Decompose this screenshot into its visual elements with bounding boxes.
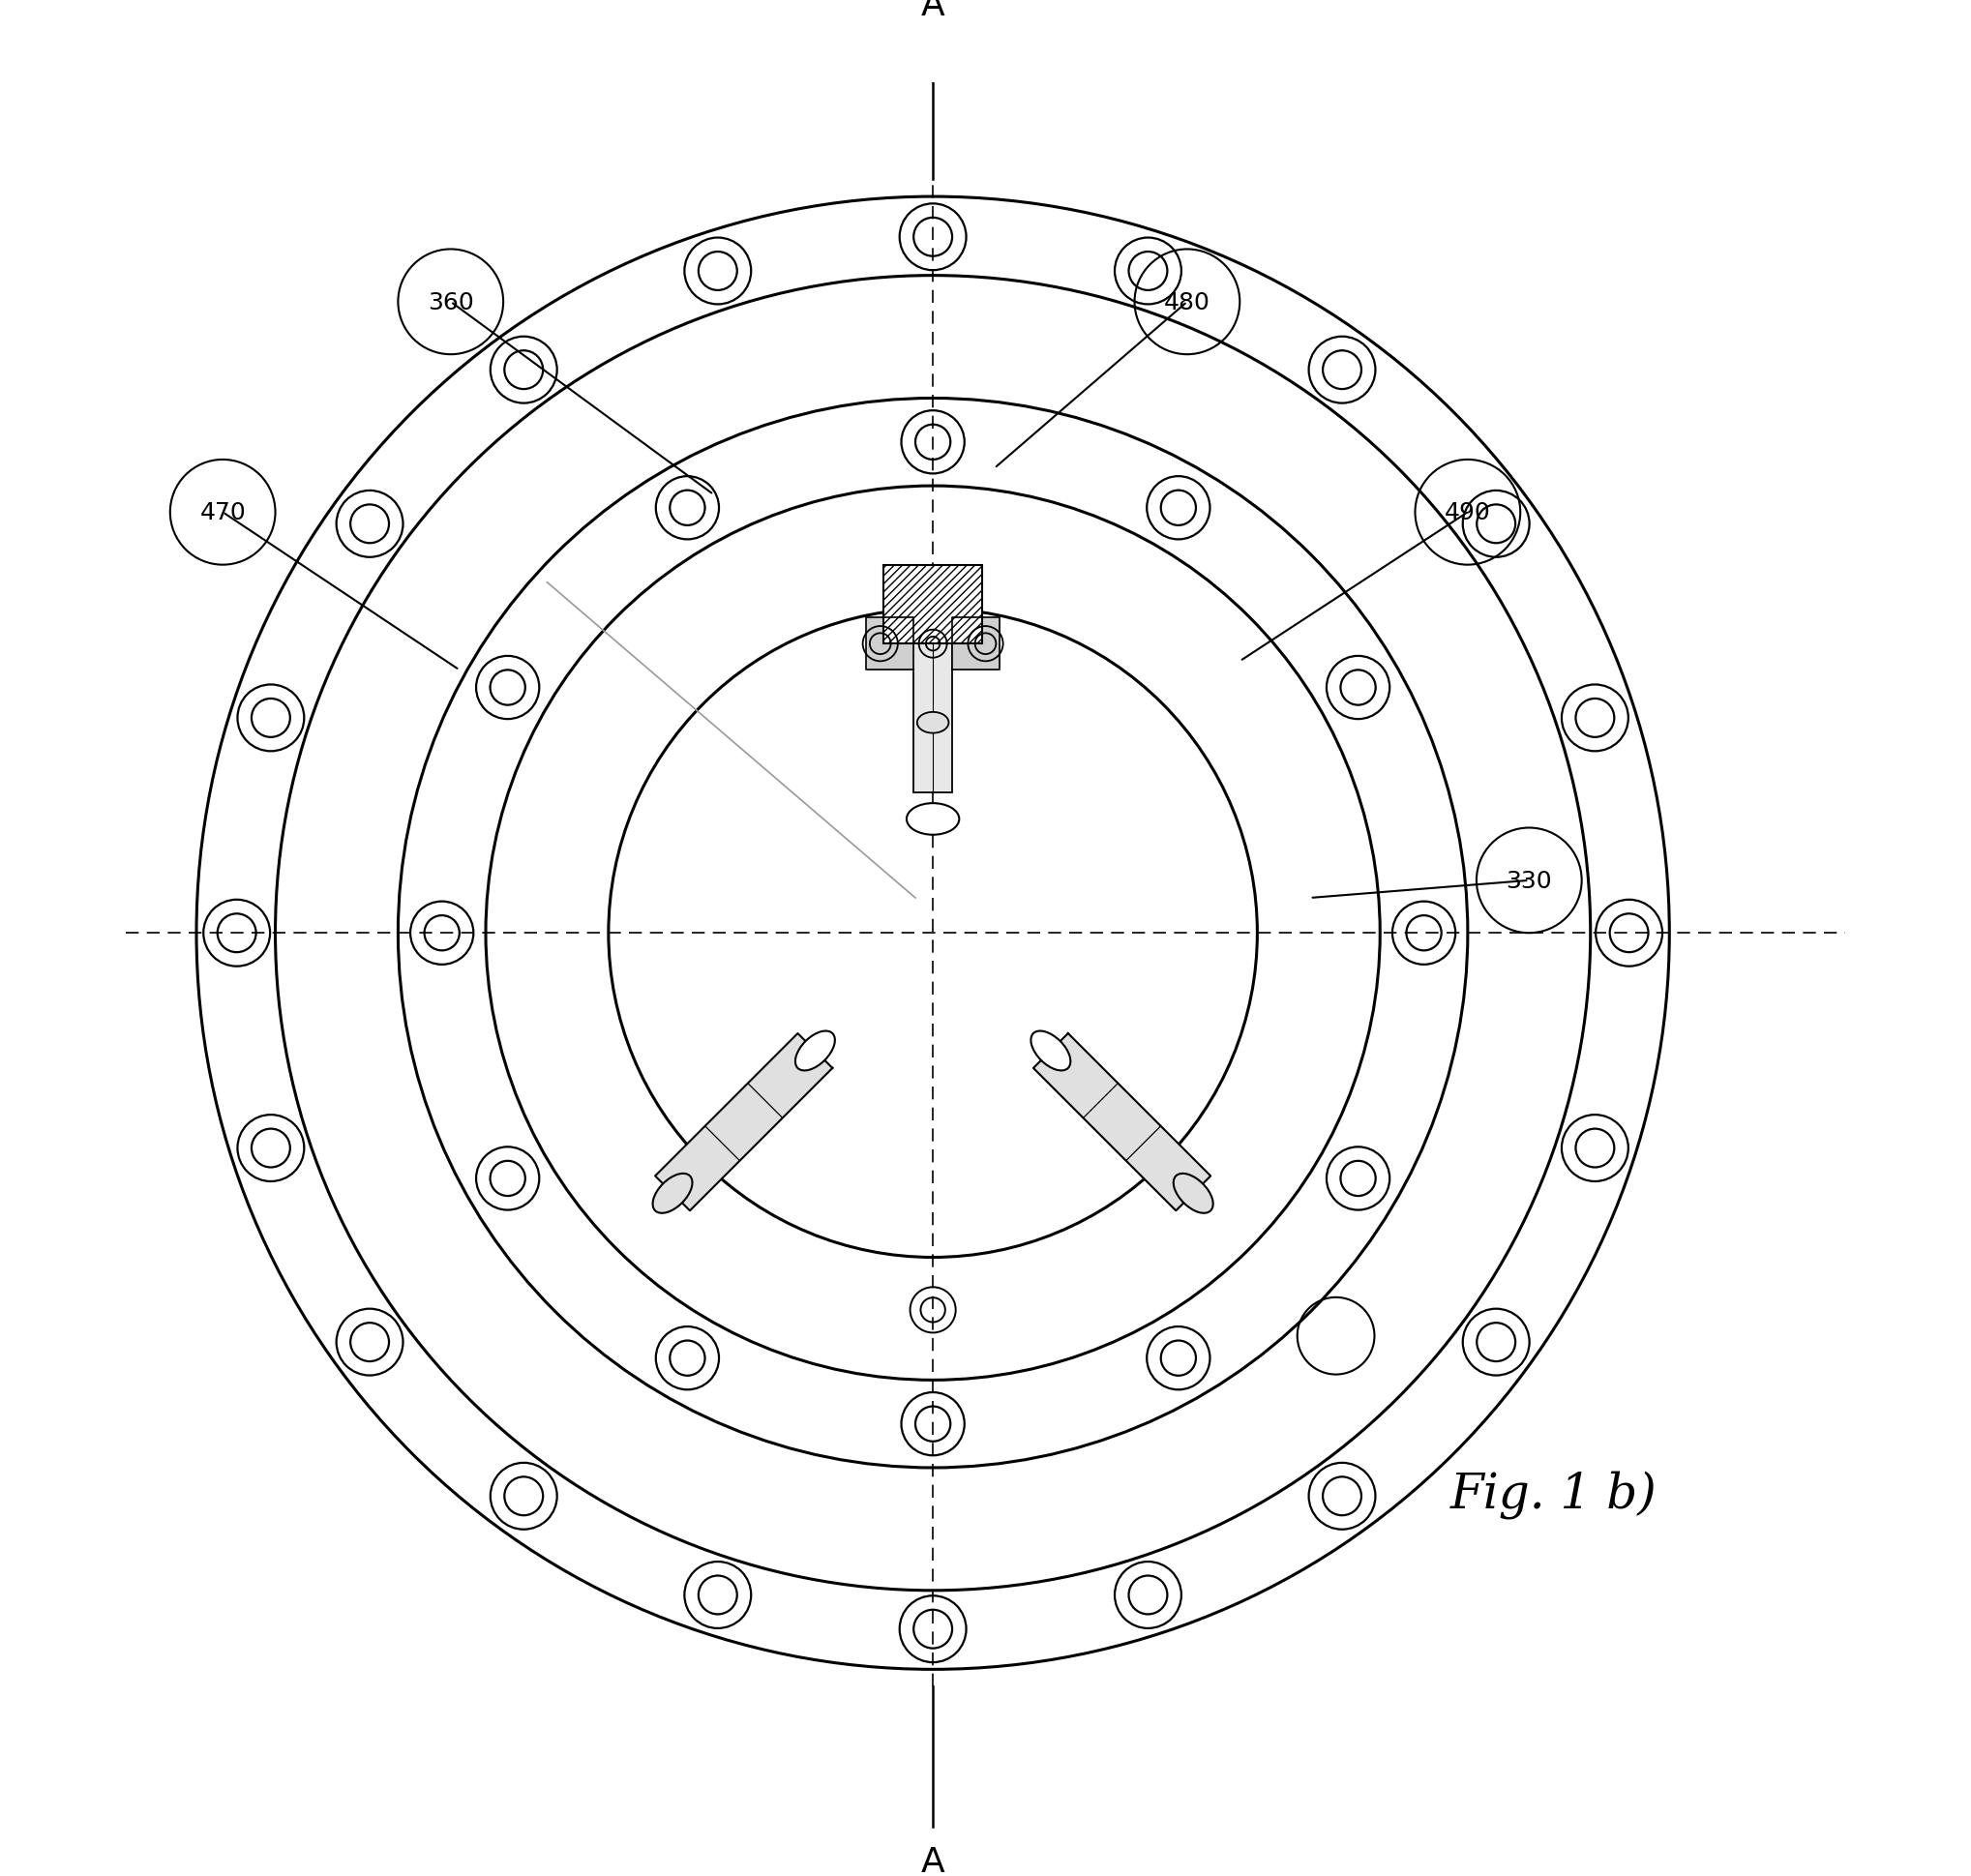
Ellipse shape	[652, 1174, 692, 1214]
Text: 470: 470	[199, 501, 246, 525]
Ellipse shape	[907, 803, 960, 835]
Ellipse shape	[1031, 1032, 1070, 1071]
Text: Fig. 1 b): Fig. 1 b)	[1451, 1471, 1658, 1518]
Text: 490: 490	[1445, 501, 1490, 525]
Polygon shape	[654, 1034, 832, 1210]
Text: 480: 480	[1165, 291, 1210, 313]
Polygon shape	[867, 617, 915, 670]
Polygon shape	[952, 617, 999, 670]
Bar	[915, 643, 952, 794]
Bar	[883, 565, 982, 643]
Ellipse shape	[1173, 1174, 1212, 1214]
Polygon shape	[1033, 1034, 1210, 1210]
Text: 330: 330	[1506, 869, 1551, 893]
Ellipse shape	[794, 1032, 836, 1071]
Text: A: A	[920, 1844, 944, 1876]
Text: 360: 360	[428, 291, 473, 313]
Text: A: A	[920, 0, 944, 23]
Ellipse shape	[917, 713, 948, 734]
